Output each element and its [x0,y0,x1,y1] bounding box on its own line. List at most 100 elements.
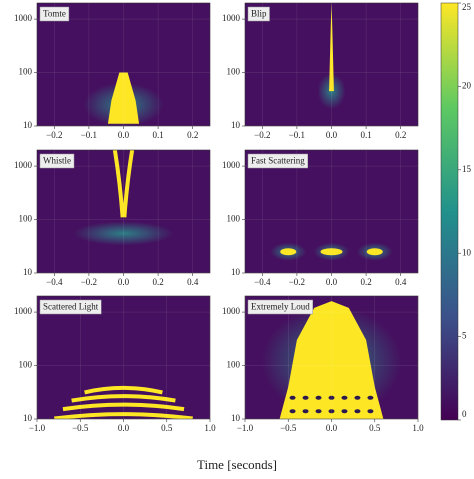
x-tick-label: 0.2 [360,277,371,287]
x-tick-label: −1.0 [29,423,46,433]
y-tick-label: 10 [231,120,241,130]
panel-title: Whistle [43,156,71,166]
blob [329,3,334,92]
title-box [247,153,308,169]
panel-title: Extremely Loud [251,302,310,312]
spectrogram [37,3,210,126]
hole [315,409,322,414]
hole [328,395,335,400]
y-tick-label: 10 [23,120,33,130]
x-tick-label: −0.2 [46,130,62,140]
x-tick-label: 0.2 [152,277,163,287]
y-tick-label: 100 [19,360,33,370]
x-tick-label: 0.1 [360,130,371,140]
blob [107,72,140,124]
hole [302,395,309,400]
hole [341,409,348,414]
y-tick-label: 1000 [222,160,241,170]
x-tick-label: 0.5 [161,423,173,433]
panel: −1.0 −0.5 0.0 0.5 1.0 10 100 1000 Extremely Loud [222,295,424,433]
y-tick-label: 100 [227,360,241,370]
x-tick-label: −0.2 [289,277,305,287]
y-tick-label: 100 [19,67,33,77]
colorbar [440,2,459,421]
blob [62,402,185,412]
y-tick-label: 1000 [14,160,33,170]
blob [54,412,193,419]
spectrogram [37,296,210,419]
panel: −1.0 −0.5 0.0 0.5 1.0 10 100 1000 Scattered Ligh… [14,295,216,433]
title-box [247,299,313,315]
x-axis-label: Time [seconds] [197,457,277,472]
spectrogram [245,3,418,126]
x-tick-label: 1.0 [204,423,216,433]
hole [289,409,296,414]
y-tick-label: 1000 [222,13,241,23]
panel: −0.4 −0.2 0.0 0.2 0.4 10 100 1000 Fast Scatterin… [222,149,419,287]
x-tick-label: 0.2 [187,130,198,140]
hole [302,409,309,414]
colorbar-tick-label: 15 [462,164,472,174]
x-tick-label: 0.5 [369,423,381,433]
hole [341,395,348,400]
x-tick-label: −0.1 [289,130,305,140]
x-tick-label: 0.1 [152,130,163,140]
hole [354,395,361,400]
panel: −0.2 −0.1 0.0 0.1 0.2 10 100 1000 Blip [222,2,419,140]
panel-title: Scattered Light [43,302,99,312]
spectrogram [245,150,418,273]
blob [84,385,163,395]
x-tick-label: 0.0 [118,130,130,140]
x-tick-label: 0.4 [395,277,407,287]
x-tick-label: −0.1 [81,130,97,140]
hole [289,395,296,400]
blob [280,248,297,256]
title-box [39,6,70,22]
hole [367,409,374,414]
y-tick-label: 10 [231,413,241,423]
blob [71,394,176,403]
colorbar-tick-label: 20 [462,80,472,90]
colorbar-tick-label: 25 [462,2,472,12]
colorbar-tick-label: 10 [462,247,472,257]
x-tick-label: −0.5 [72,423,89,433]
blob [279,301,384,419]
hole [315,395,322,400]
background [37,296,210,419]
x-tick-label: −1.0 [237,423,254,433]
x-tick-label: −0.5 [280,423,297,433]
title-box [39,153,75,169]
x-tick-label: 0.0 [118,423,130,433]
title-box [247,6,270,22]
blob [366,248,383,256]
y-tick-label: 100 [19,214,33,224]
y-tick-label: 1000 [222,306,241,316]
colorbar-tick-label: 5 [462,331,467,341]
x-tick-label: −0.2 [81,277,97,287]
y-tick-label: 1000 [14,306,33,316]
spectrogram [245,296,418,419]
x-tick-label: −0.4 [254,277,271,287]
y-tick-label: 10 [23,267,33,277]
x-tick-label: 0.4 [187,277,199,287]
panel-title: Tomte [43,9,66,19]
x-tick-label: −0.2 [254,130,270,140]
title-box [39,299,102,315]
x-tick-label: 0.0 [326,130,338,140]
x-tick-label: 0.0 [326,423,338,433]
x-tick-label: −0.4 [46,277,63,287]
x-tick-label: 0.0 [118,277,130,287]
y-tick-label: 100 [227,214,241,224]
y-tick-label: 100 [227,67,241,77]
hole [328,409,335,414]
y-tick-label: 10 [23,413,33,423]
panel: −0.2 −0.1 0.0 0.1 0.2 10 100 1000 Tomte [14,2,211,140]
blob [320,248,343,256]
panel-title: Fast Scattering [251,156,305,166]
glow [73,221,174,246]
colorbar-tick-label: 0 [462,409,467,419]
x-tick-label: 0.0 [326,277,338,287]
panel-title: Blip [251,9,267,19]
hole [367,395,374,400]
